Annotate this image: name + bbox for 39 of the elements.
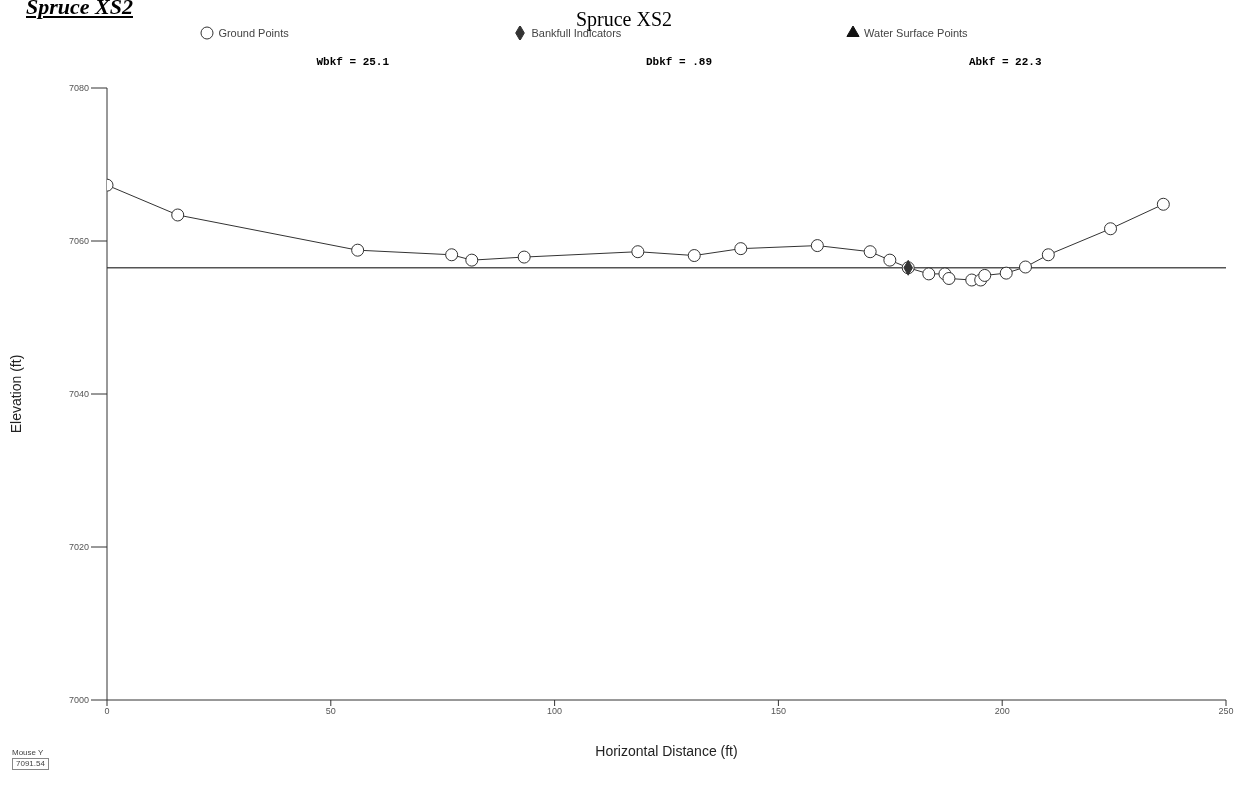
chart-title: Spruce XS2 xyxy=(575,8,673,30)
point xyxy=(517,250,531,264)
x-tick-label: 100 xyxy=(547,706,563,717)
y-tick-label: 7060 xyxy=(68,236,89,247)
y-axis-title: Elevation (ft) xyxy=(7,354,24,434)
point xyxy=(631,245,645,259)
point xyxy=(810,239,824,253)
point xyxy=(883,253,897,267)
legend-label: Ground Points xyxy=(217,26,289,40)
x-tick-label: 250 xyxy=(1218,706,1234,717)
point xyxy=(978,268,992,282)
x-axis-title: Horizontal Distance (ft) xyxy=(595,743,738,759)
point xyxy=(171,208,185,222)
point xyxy=(1156,197,1170,211)
point xyxy=(351,243,365,257)
x-tick-label: 150 xyxy=(770,706,786,717)
y-tick-label: 7080 xyxy=(68,83,89,94)
point xyxy=(1104,222,1118,236)
x-tick-label: 50 xyxy=(325,706,336,717)
point xyxy=(863,245,877,259)
point xyxy=(465,253,479,267)
y-tick-label: 7040 xyxy=(68,389,89,400)
legend-label: Water Surface Points xyxy=(863,26,968,40)
point xyxy=(999,266,1013,280)
x-tick-label: 200 xyxy=(994,706,1010,717)
x-tick-label: 0 xyxy=(104,706,110,717)
text: Wbkf = 25.1 xyxy=(316,56,390,68)
text: Abkf = 22.3 xyxy=(968,56,1042,68)
y-tick-label: 7020 xyxy=(68,542,89,553)
point xyxy=(445,248,459,262)
point xyxy=(1018,260,1032,274)
point xyxy=(922,267,936,281)
point xyxy=(734,242,748,256)
y-tick-label: 7000 xyxy=(68,695,89,706)
text: Dbkf = .89 xyxy=(645,56,712,68)
text: Spruce XS2 xyxy=(26,0,133,20)
point xyxy=(687,249,701,263)
point xyxy=(942,272,956,285)
point xyxy=(1041,248,1055,262)
